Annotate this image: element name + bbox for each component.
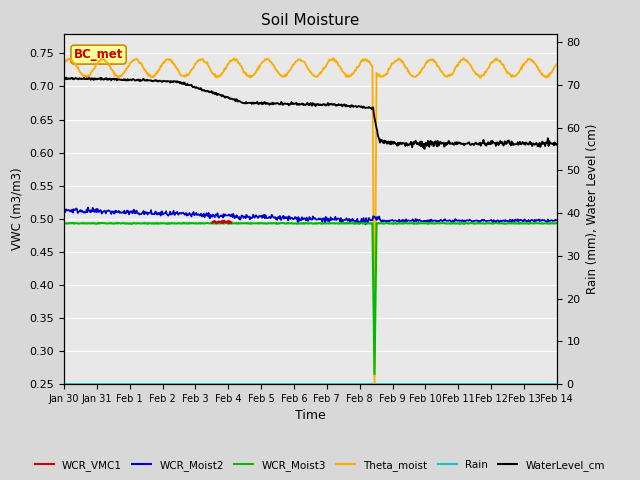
WCR_Moist2 — [170, 212, 178, 218]
WaterLevel_cm — [196, 85, 204, 91]
WaterLevel_cm — [170, 78, 178, 84]
WaterLevel_cm — [120, 77, 128, 83]
WaterLevel_cm — [553, 141, 561, 147]
Rain — [370, 381, 378, 387]
WCR_Moist2 — [84, 204, 92, 210]
Theta_moist — [460, 55, 467, 61]
WaterLevel_cm — [371, 115, 378, 120]
Line: WCR_Moist3: WCR_Moist3 — [64, 223, 557, 374]
Theta_moist — [60, 60, 68, 66]
Rain — [60, 381, 68, 387]
WaterLevel_cm — [62, 74, 70, 80]
Line: WaterLevel_cm: WaterLevel_cm — [64, 77, 557, 149]
Rain — [69, 381, 77, 387]
WCR_Moist3 — [120, 220, 127, 226]
WCR_Moist3 — [371, 371, 378, 377]
Theta_moist — [196, 57, 204, 62]
Theta_moist — [371, 383, 378, 388]
Title: Soil Moisture: Soil Moisture — [261, 13, 360, 28]
WCR_Moist3 — [69, 220, 77, 226]
Line: WCR_VMC1: WCR_VMC1 — [212, 221, 231, 224]
Theta_moist — [120, 70, 127, 76]
WCR_Moist2 — [553, 217, 561, 223]
WCR_Moist3 — [553, 220, 561, 226]
WCR_Moist2 — [196, 212, 204, 218]
Theta_moist — [69, 60, 77, 65]
WaterLevel_cm — [60, 75, 68, 81]
Theta_moist — [553, 61, 561, 67]
Line: Theta_moist: Theta_moist — [64, 58, 557, 385]
WCR_Moist2 — [60, 207, 68, 213]
WCR_Moist2 — [371, 216, 379, 221]
Theta_moist — [370, 276, 378, 282]
Rain — [196, 381, 204, 387]
WCR_Moist3 — [386, 221, 394, 227]
Rain — [120, 381, 127, 387]
Line: WCR_Moist2: WCR_Moist2 — [64, 207, 557, 224]
WCR_Moist2 — [120, 208, 128, 214]
WaterLevel_cm — [385, 141, 393, 146]
Theta_moist — [385, 66, 393, 72]
WaterLevel_cm — [70, 76, 77, 82]
X-axis label: Time: Time — [295, 409, 326, 422]
WCR_Moist2 — [362, 221, 369, 227]
Rain — [385, 381, 392, 387]
WCR_Moist2 — [69, 210, 77, 216]
Rain — [553, 381, 561, 387]
WCR_Moist3 — [180, 220, 188, 226]
WCR_Moist3 — [371, 321, 379, 327]
WCR_Moist3 — [196, 221, 204, 227]
WCR_Moist3 — [60, 220, 68, 226]
WCR_Moist2 — [386, 217, 394, 223]
Y-axis label: VWC (m3/m3): VWC (m3/m3) — [11, 168, 24, 250]
Legend: WCR_VMC1, WCR_Moist2, WCR_Moist3, Theta_moist, Rain, WaterLevel_cm: WCR_VMC1, WCR_Moist2, WCR_Moist3, Theta_… — [31, 456, 609, 475]
Theta_moist — [170, 61, 177, 67]
Rain — [170, 381, 177, 387]
WaterLevel_cm — [420, 146, 428, 152]
Text: BC_met: BC_met — [74, 48, 124, 61]
Y-axis label: Rain (mm), Water Level (cm): Rain (mm), Water Level (cm) — [586, 124, 599, 294]
WCR_Moist3 — [170, 220, 177, 226]
